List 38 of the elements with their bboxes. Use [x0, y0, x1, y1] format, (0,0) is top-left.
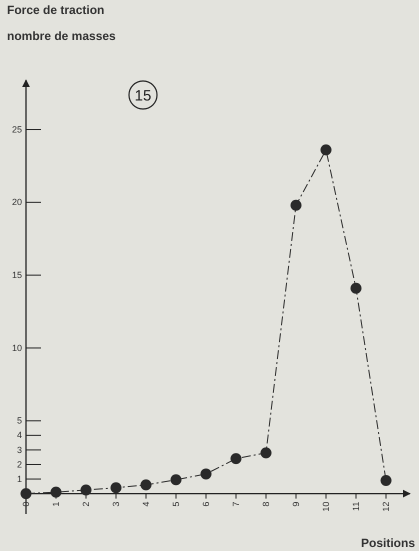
y-tick-label: 3 — [16, 444, 22, 455]
x-tick-label: 11 — [351, 502, 362, 511]
point — [230, 453, 242, 464]
annotation: 15 — [134, 87, 152, 104]
x-tick-label: 2 — [81, 502, 92, 507]
point — [290, 200, 302, 211]
point — [320, 144, 332, 156]
x-axis-title: Positions — [360, 536, 416, 550]
x-tick-label: 12 — [381, 502, 392, 512]
y-tick-label: 5 — [16, 416, 22, 426]
point — [350, 282, 362, 294]
point — [50, 486, 62, 498]
y-tick-label: 2 — [16, 459, 22, 470]
x-tick-label: 5 — [171, 502, 182, 507]
x-tick-label: 8 — [261, 502, 272, 507]
y-tick-label: 20 — [12, 197, 22, 208]
y-tick-label: 4 — [16, 430, 22, 440]
point — [380, 475, 392, 486]
point — [200, 468, 212, 480]
y-tick-label: 1 — [16, 474, 22, 484]
y-axis-title: Force de traction nombre de masses — [7, 3, 116, 43]
x-tick-label: 1 — [51, 502, 62, 507]
y-tick-label: 25 — [12, 124, 22, 134]
x-tick-label: 10 — [321, 502, 332, 512]
point — [140, 479, 152, 490]
point — [80, 484, 92, 496]
x-tick-label: 9 — [291, 502, 302, 507]
point — [260, 447, 272, 458]
point — [110, 482, 122, 494]
x-tick-label: 7 — [231, 502, 242, 507]
y-tick-label: 15 — [12, 270, 22, 280]
point — [20, 488, 32, 500]
x-tick-label: 3 — [111, 502, 122, 507]
y-tick-label: 10 — [12, 342, 22, 353]
point — [170, 474, 182, 486]
x-tick-label: 6 — [201, 502, 212, 507]
x-tick-label: 4 — [141, 502, 152, 507]
x-tick-label: 0 — [21, 502, 32, 507]
